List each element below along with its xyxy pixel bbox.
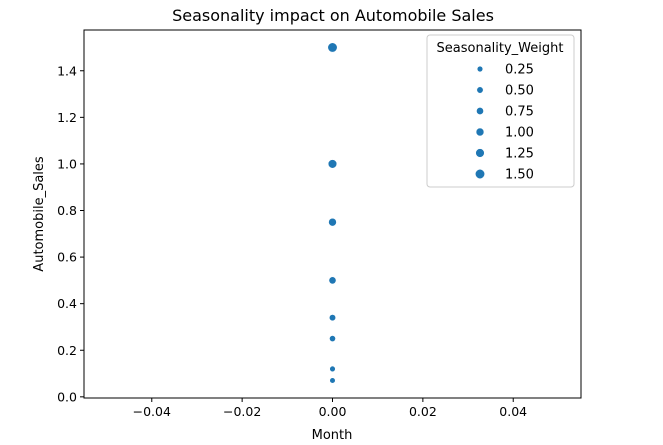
y-axis-label: Automobile_Sales: [32, 156, 47, 272]
x-axis-label: Month: [312, 428, 353, 443]
legend: Seasonality_Weight 0.25 0.50 0.75 1.00 1.25 1…: [426, 34, 575, 188]
data-point: [329, 335, 336, 343]
data-point: [329, 365, 336, 373]
legend-label: 1.25: [505, 147, 534, 162]
data-point: [327, 159, 338, 169]
y-tick-label: 0.2: [57, 343, 77, 358]
x-tick-label: 0.04: [499, 404, 527, 419]
y-tick-label: 1.2: [57, 110, 77, 125]
legend-marker: [474, 168, 486, 180]
x-tick-label: 0.02: [409, 404, 437, 419]
y-tick-label: 0.4: [57, 296, 77, 311]
legend-label: 0.75: [505, 105, 534, 120]
legend-label: 0.50: [505, 84, 534, 99]
x-axis: −0.04 −0.02 0.00 0.02 0.04: [133, 398, 527, 419]
data-point: [328, 314, 337, 322]
x-tick-label: 0.00: [319, 404, 347, 419]
legend-label: 1.00: [505, 126, 534, 141]
data-point: [328, 276, 337, 285]
data-point: [328, 217, 337, 227]
legend-marker: [476, 107, 484, 115]
data-point: [329, 377, 336, 384]
legend-marker: [476, 86, 484, 94]
data-points: [327, 42, 338, 384]
y-tick-label: 1.4: [57, 63, 77, 78]
y-tick-label: 1.0: [57, 156, 77, 171]
legend-marker: [475, 127, 485, 137]
legend-label: 0.25: [505, 63, 534, 78]
x-tick-label: −0.04: [133, 404, 171, 419]
data-point: [327, 42, 338, 53]
x-tick-label: −0.02: [223, 404, 261, 419]
y-tick-label: 0.8: [57, 203, 77, 218]
legend-title: Seasonality_Weight: [437, 41, 564, 56]
legend-box: [426, 34, 575, 188]
legend-entries: 0.25 0.50 0.75 1.00 1.25 1.50: [474, 63, 534, 183]
legend-marker: [476, 65, 484, 73]
chart-title: Seasonality impact on Automobile Sales: [172, 6, 494, 25]
y-axis: 0.0 0.2 0.4 0.6 0.8 1.0 1.2 1.4: [57, 63, 84, 404]
legend-marker: [475, 148, 485, 158]
y-tick-label: 0.6: [57, 250, 77, 265]
y-tick-label: 0.0: [57, 389, 77, 404]
legend-label: 1.50: [505, 168, 534, 183]
